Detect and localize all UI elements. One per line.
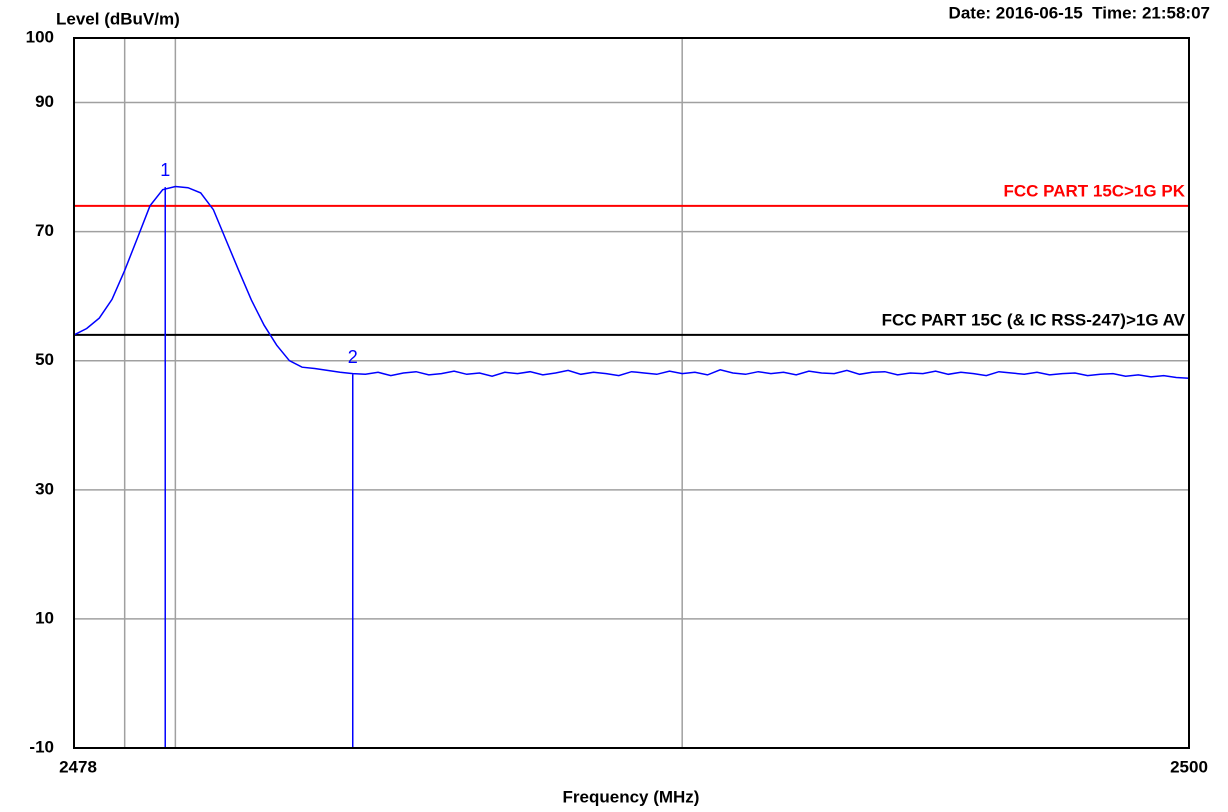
y-tick-label: 30	[35, 479, 54, 498]
x-tick-label: 2478	[59, 757, 97, 776]
limit-label: FCC PART 15C (& IC RSS-247)>1G AV	[882, 310, 1186, 329]
plot-frame	[73, 37, 1190, 749]
x-tick-label: 2500	[1170, 757, 1208, 776]
y-tick-label: 70	[35, 221, 54, 240]
y-tick-label: -10	[29, 737, 54, 756]
y-tick-label: 90	[35, 92, 54, 111]
y-axis-label: Level (dBuV/m)	[56, 9, 180, 28]
trace	[73, 185, 1190, 379]
y-tick-label: 50	[35, 350, 54, 369]
y-tick-label: 10	[35, 608, 54, 627]
marker-label: 2	[348, 347, 358, 367]
x-axis-label: Frequency (MHz)	[563, 787, 700, 806]
marker-label: 1	[160, 160, 170, 180]
chart-title: Date: 2016-06-15 Time: 21:58:07	[949, 3, 1210, 22]
plot-area	[74, 38, 1189, 748]
limit-label: FCC PART 15C>1G PK	[1003, 181, 1185, 200]
y-tick-label: 100	[26, 27, 54, 46]
